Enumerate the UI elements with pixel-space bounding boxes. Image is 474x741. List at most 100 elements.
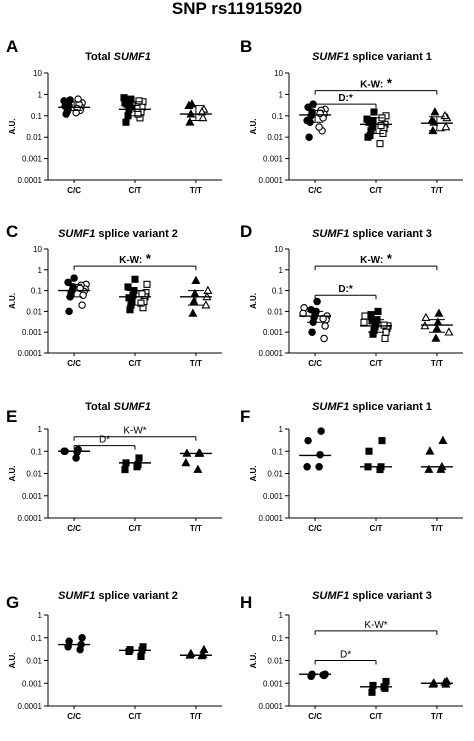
x-tick-label: C/C	[67, 712, 81, 721]
data-point	[434, 308, 444, 317]
y-tick-label: 0.1	[31, 112, 43, 121]
x-tick-label: T/T	[431, 524, 443, 533]
data-point	[424, 464, 434, 473]
y-tick-label: 10	[274, 245, 283, 254]
x-tick-label: C/T	[370, 524, 383, 533]
data-point	[72, 108, 80, 117]
panel-title-part: Total	[85, 51, 114, 63]
y-tick-label: 0.01	[26, 470, 42, 479]
panel-g: G SUMF1 splice variant 2 1 0.1 0.01 0.001 0.00…	[6, 590, 222, 721]
x-tick-label: T/T	[431, 359, 443, 368]
data-point	[364, 133, 372, 141]
data-point	[303, 116, 311, 125]
data-point	[197, 107, 207, 116]
panel-title-part: splice variant 2	[95, 228, 178, 240]
y-axis-label: A.U.	[249, 119, 258, 135]
x-tick-label: C/C	[308, 186, 322, 195]
data-point	[368, 688, 376, 696]
significance-label: K-W*	[364, 620, 387, 631]
significance-label: D*	[99, 435, 110, 446]
y-tick-label: 0.0001	[18, 514, 43, 523]
significance-star: *	[383, 76, 393, 91]
data-point	[122, 118, 130, 126]
panel-letter: F	[240, 407, 250, 426]
y-tick-label: 0.01	[267, 307, 283, 316]
data-point	[307, 306, 315, 314]
data-point	[76, 284, 84, 292]
y-tick-label: 0.0001	[259, 702, 284, 711]
data-point	[360, 318, 368, 326]
significance-label: D*	[340, 650, 351, 661]
data-point	[421, 312, 431, 322]
panel-title-part: SUMF1	[114, 51, 151, 63]
data-point	[121, 466, 129, 474]
panel-title-part: splice variant 3	[349, 590, 432, 602]
data-point	[367, 311, 375, 319]
significance-label: K-W: *	[360, 251, 393, 266]
y-tick-label: 1	[279, 611, 284, 620]
data-point	[431, 333, 441, 342]
data-point	[430, 107, 440, 116]
data-point	[377, 122, 385, 130]
panel-f: F SUMF1 splice variant 1 1 0.1 0.01 0.001 0.00…	[240, 401, 463, 533]
significance-star: *	[383, 251, 393, 266]
y-tick-label: 0.01	[26, 133, 42, 142]
y-tick-label: 0.001	[22, 492, 43, 501]
data-point	[124, 283, 132, 291]
data-point	[137, 299, 145, 307]
panel-letter: H	[240, 593, 252, 612]
y-axis-label: A.U.	[8, 119, 17, 135]
data-point	[376, 140, 384, 148]
panel-letter: E	[6, 407, 17, 426]
data-point	[305, 133, 313, 141]
panel-letter: D	[240, 222, 252, 241]
y-tick-label: 1	[279, 90, 284, 99]
data-point	[381, 334, 389, 343]
data-point	[188, 308, 198, 317]
y-tick-label: 0.1	[31, 447, 43, 456]
data-point	[193, 464, 203, 473]
y-tick-label: 0.01	[267, 470, 283, 479]
y-tick-label: 0.0001	[18, 176, 43, 185]
x-tick-label: C/T	[370, 359, 383, 368]
y-tick-label: 1	[38, 266, 43, 275]
data-point	[441, 122, 451, 131]
data-point	[120, 94, 128, 102]
data-point	[308, 328, 316, 336]
y-tick-label: 0.01	[267, 657, 283, 666]
data-point	[78, 301, 86, 309]
panel-title-part: SUMF1	[58, 228, 95, 240]
panel-title: SUMF1 splice variant 1	[312, 401, 432, 413]
panel-c: C SUMF1 splice variant 2 10 1 0.1 0.01 0.001 0.…	[6, 222, 222, 368]
panel-title-part: SUMF1	[312, 51, 349, 63]
y-tick-label: 0.1	[272, 287, 284, 296]
data-point	[199, 644, 209, 653]
significance-label: K-W: *	[360, 76, 393, 91]
panel-letter: A	[6, 37, 18, 56]
panel-title-part: SUMF1	[58, 590, 95, 602]
x-tick-label: C/C	[67, 524, 81, 533]
x-tick-label: C/T	[129, 359, 142, 368]
panel-h: H SUMF1 splice variant 3 1 0.1 0.01 0.001 0.00…	[240, 590, 463, 721]
data-point	[316, 450, 324, 459]
y-axis-label: A.U.	[249, 466, 258, 482]
significance-label: D:*	[338, 93, 353, 104]
y-tick-label: 0.1	[31, 634, 43, 643]
data-point	[131, 275, 139, 283]
data-point	[320, 334, 328, 343]
y-tick-label: 10	[33, 245, 42, 254]
panel-title: Total SUMF1	[85, 401, 151, 413]
data-point	[189, 296, 199, 305]
data-point	[361, 312, 369, 320]
y-tick-label: 1	[38, 611, 43, 620]
data-point	[317, 427, 325, 435]
y-tick-label: 0.01	[26, 657, 42, 666]
data-point	[313, 297, 321, 306]
data-point	[315, 123, 323, 131]
y-axis-label: A.U.	[8, 466, 17, 482]
panel-a: A Total SUMF1 10 1 0.1 0.01 0.001 0.0001 A.U. C/C…	[6, 37, 222, 195]
data-point	[79, 291, 87, 299]
y-tick-label: 0.001	[22, 328, 43, 337]
data-point	[143, 280, 151, 288]
x-tick-label: T/T	[431, 186, 443, 195]
